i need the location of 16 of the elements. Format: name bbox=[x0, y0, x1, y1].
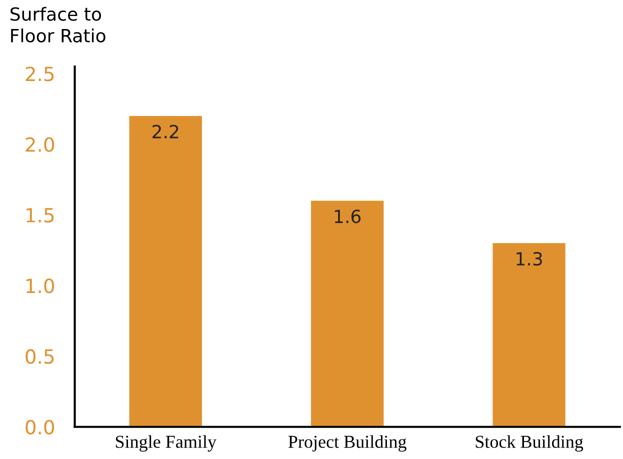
bar bbox=[129, 116, 202, 427]
x-tick-label: Single Family bbox=[116, 435, 216, 452]
y-tick-label: 1.5 bbox=[26, 208, 54, 223]
x-tick-label: Project Building bbox=[288, 435, 406, 452]
y-tick-label: 1.0 bbox=[26, 278, 54, 294]
y-tick-label: 0.0 bbox=[26, 420, 54, 435]
y-tick-label: 2.5 bbox=[26, 66, 54, 82]
data-label: 1.3 bbox=[516, 252, 542, 266]
bar bbox=[310, 200, 384, 427]
y-tick-label: 2.0 bbox=[26, 137, 54, 152]
y-tick-label: 0.5 bbox=[26, 349, 54, 364]
bar bbox=[492, 243, 566, 427]
x-tick-label: Stock Building bbox=[476, 435, 584, 452]
data-label: 1.6 bbox=[334, 210, 361, 224]
data-label: 2.2 bbox=[152, 124, 178, 138]
y-axis-title: Surface to Floor Ratio bbox=[10, 6, 106, 42]
